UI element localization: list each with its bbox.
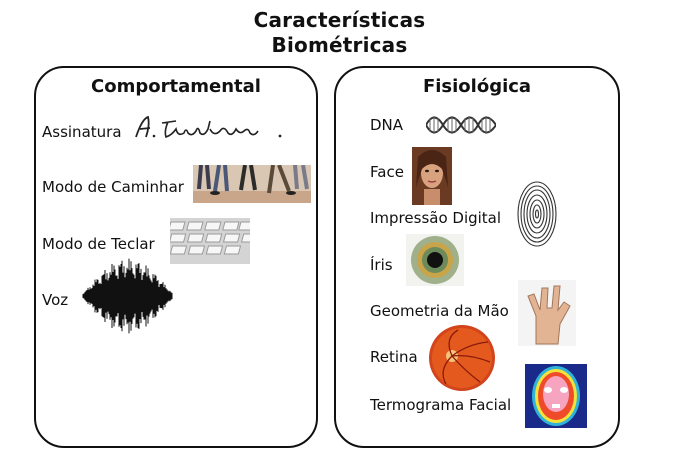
retina-photo	[428, 324, 496, 392]
iris-photo	[406, 234, 464, 286]
label-fingerprint: Impressão Digital	[370, 209, 502, 227]
signature-image	[132, 115, 288, 143]
label-dna: DNA	[370, 116, 404, 134]
walking-legs-photo	[193, 165, 311, 203]
behavioral-panel: Comportamental Assinatura Modo de Caminh…	[34, 66, 318, 448]
behavioral-heading: Comportamental	[91, 76, 261, 97]
diagram-title: Características Biométricas	[0, 8, 679, 58]
face-photo	[412, 147, 452, 205]
title-line-2: Biométricas	[271, 33, 408, 57]
dna-helix-image	[426, 108, 496, 142]
hand-photo	[518, 280, 576, 346]
label-retina: Retina	[370, 348, 418, 366]
label-iris: Íris	[370, 256, 393, 274]
physiological-heading: Fisiológica	[422, 76, 532, 97]
label-thermogram: Termograma Facial	[370, 396, 512, 414]
label-typing: Modo de Teclar	[42, 235, 155, 253]
label-face: Face	[370, 163, 404, 181]
voice-waveform-image	[81, 256, 176, 336]
label-signature: Assinatura	[42, 123, 122, 141]
keyboard-photo	[170, 218, 250, 264]
label-voice: Voz	[42, 291, 69, 309]
label-walking: Modo de Caminhar	[42, 178, 184, 196]
title-line-1: Características	[253, 8, 426, 32]
thermogram-image	[525, 364, 587, 428]
fingerprint-image	[516, 180, 558, 248]
physiological-panel: Fisiológica DNA Face Impressão Digital	[334, 66, 620, 448]
label-hand: Geometria da Mão	[370, 302, 509, 320]
